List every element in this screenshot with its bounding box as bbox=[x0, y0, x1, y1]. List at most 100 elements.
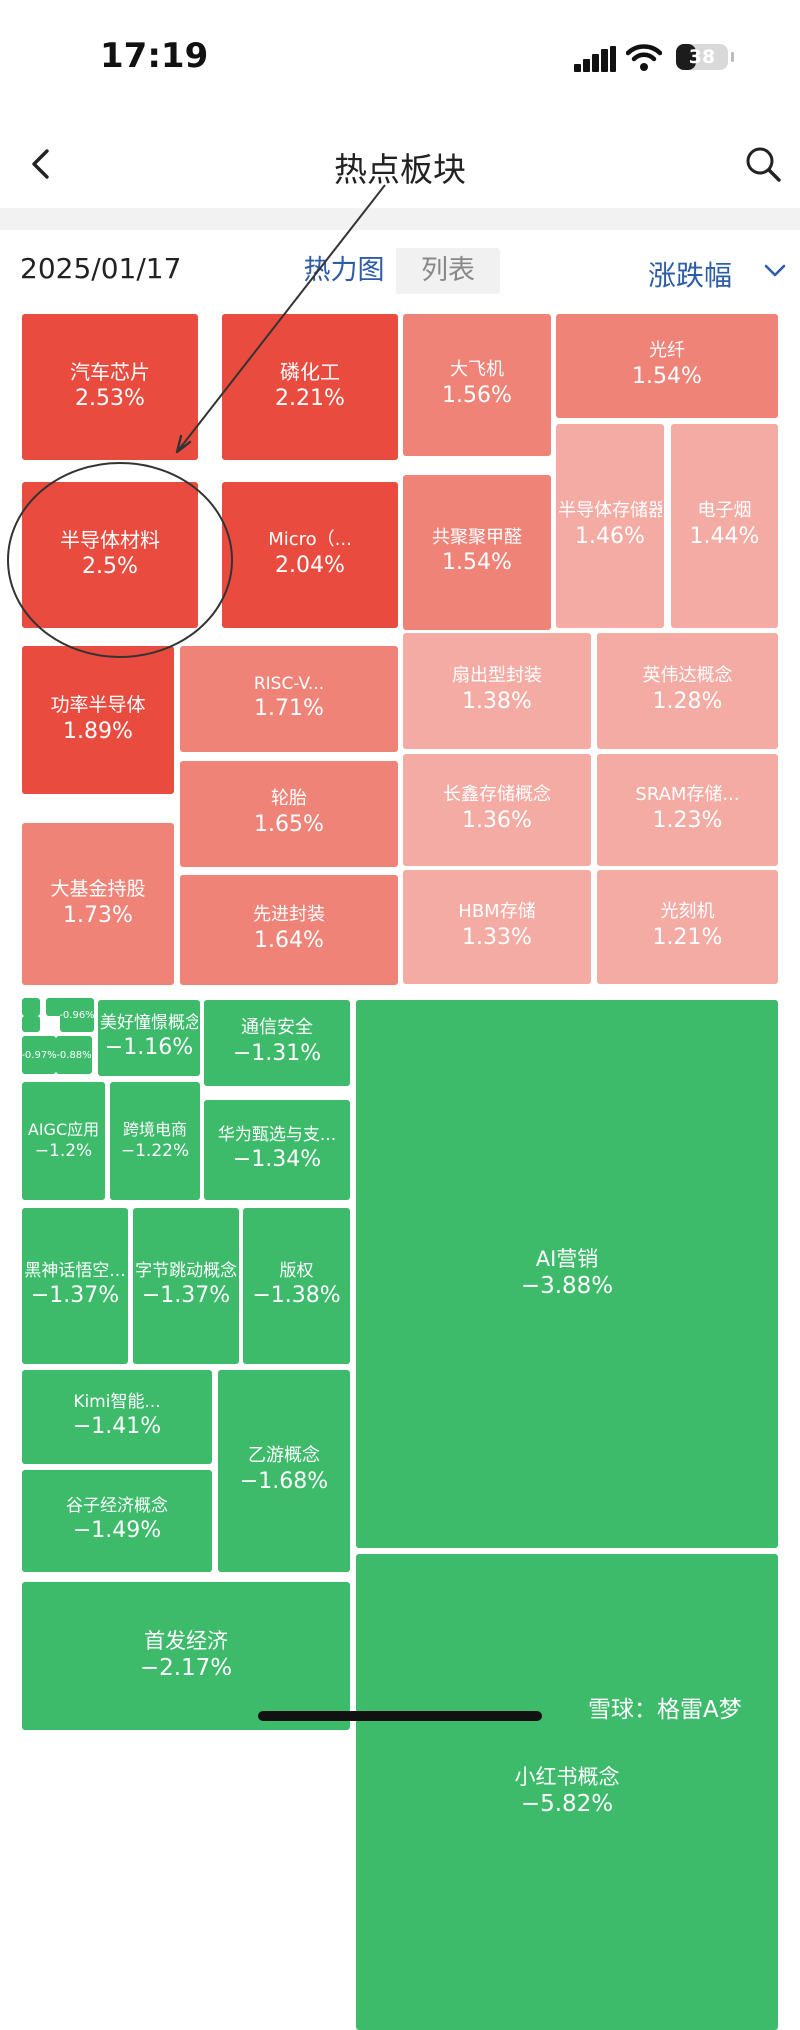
sector-tile[interactable]: 半导体材料 2.5% bbox=[22, 482, 198, 628]
sector-tile-minor[interactable] bbox=[22, 998, 40, 1016]
sector-change: −1.16% bbox=[104, 1035, 194, 1061]
sector-tile[interactable]: 小红书概念 −5.82% bbox=[356, 1554, 778, 2030]
sector-name: 轮胎 bbox=[271, 788, 307, 810]
sector-tile[interactable]: 光纤 1.54% bbox=[556, 314, 778, 418]
sector-name: HBM存储 bbox=[458, 901, 536, 923]
sector-tile[interactable]: 磷化工 2.21% bbox=[222, 314, 398, 460]
sector-name: 共聚聚甲醛 bbox=[432, 526, 522, 548]
sector-tile[interactable]: 共聚聚甲醛 1.54% bbox=[403, 475, 551, 630]
sector-tile[interactable]: -0.88% bbox=[56, 1036, 92, 1074]
search-icon[interactable] bbox=[744, 145, 782, 183]
sector-tile[interactable]: 首发经济 −2.17% bbox=[22, 1582, 350, 1730]
sector-change: 1.64% bbox=[254, 927, 324, 953]
heatmap-treemap: 汽车芯片 2.53% 磷化工 2.21% 半导体材料 2.5% Micro（... 2.04%… bbox=[0, 300, 800, 2030]
sector-tile[interactable]: 扇出型封装 1.38% bbox=[403, 633, 591, 749]
sector-tile-minor[interactable] bbox=[22, 1016, 40, 1032]
sector-tile[interactable]: 英伟达概念 1.28% bbox=[597, 633, 778, 749]
sector-tile-minor[interactable] bbox=[46, 998, 64, 1016]
sector-change: -0.88% bbox=[56, 1049, 92, 1061]
sector-tile[interactable]: 字节跳动概念 −1.37% bbox=[133, 1208, 239, 1364]
tab-heatmap[interactable]: 热力图 bbox=[292, 248, 396, 294]
sector-name: 乙游概念 bbox=[248, 1445, 320, 1467]
sector-change: 1.71% bbox=[254, 696, 324, 722]
sector-name: 小红书概念 bbox=[514, 1764, 620, 1789]
sort-selector[interactable]: 涨跌幅 bbox=[648, 250, 788, 294]
sector-tile[interactable]: 美好憧憬概念 −1.16% bbox=[98, 1000, 200, 1076]
sector-name: 磷化工 bbox=[280, 360, 340, 385]
sector-tile[interactable]: 大基金持股 1.73% bbox=[22, 823, 174, 985]
sector-change: 1.54% bbox=[632, 363, 702, 389]
sector-change: 1.89% bbox=[63, 718, 133, 744]
sector-name: Micro（... bbox=[268, 529, 352, 551]
sector-name: SRAM存储... bbox=[635, 784, 740, 806]
sector-tile[interactable]: 谷子经济概念 −1.49% bbox=[22, 1470, 212, 1572]
divider-band bbox=[0, 208, 800, 230]
battery-fill bbox=[676, 44, 696, 70]
date-label: 2025/01/17 bbox=[20, 252, 182, 285]
view-toggle: 热力图 列表 bbox=[292, 248, 500, 294]
sector-change: −1.22% bbox=[120, 1140, 190, 1161]
sector-tile[interactable]: 跨境电商 −1.22% bbox=[110, 1082, 200, 1200]
sector-tile[interactable]: -0.97% bbox=[22, 1036, 56, 1074]
sector-name: 汽车芯片 bbox=[70, 360, 150, 385]
sector-tile[interactable]: 通信安全 −1.31% bbox=[204, 1000, 350, 1086]
cellular-signal-icon bbox=[574, 44, 616, 72]
sector-name: 光纤 bbox=[649, 340, 685, 362]
sector-tile[interactable]: 电子烟 1.44% bbox=[671, 424, 778, 628]
sector-name: 英伟达概念 bbox=[642, 665, 733, 687]
sector-tile[interactable]: 轮胎 1.65% bbox=[180, 761, 398, 867]
sector-tile[interactable]: AI营销 −3.88% bbox=[356, 1000, 778, 1548]
sector-tile[interactable]: 汽车芯片 2.53% bbox=[22, 314, 198, 460]
sector-change: 1.65% bbox=[254, 811, 324, 837]
sector-change: 1.73% bbox=[63, 902, 133, 928]
tab-list[interactable]: 列表 bbox=[421, 255, 475, 286]
sector-change: 2.04% bbox=[275, 552, 345, 578]
sector-change: 1.54% bbox=[442, 550, 512, 576]
sector-change: 2.21% bbox=[275, 386, 345, 412]
sector-change: −1.34% bbox=[232, 1147, 322, 1173]
sector-tile[interactable]: 乙游概念 −1.68% bbox=[218, 1370, 350, 1572]
sector-tile[interactable]: 版权 −1.38% bbox=[243, 1208, 350, 1364]
sector-change: −1.2% bbox=[34, 1140, 93, 1161]
sector-tile[interactable]: 光刻机 1.21% bbox=[597, 870, 778, 984]
sector-tile[interactable]: 先进封装 1.64% bbox=[180, 875, 398, 985]
toolbar: 2025/01/17 热力图 列表 涨跌幅 bbox=[0, 240, 800, 300]
sector-change: −3.88% bbox=[520, 1273, 614, 1300]
sector-change: −1.68% bbox=[239, 1468, 329, 1494]
nav-bar: 热点板块 bbox=[0, 125, 800, 205]
sector-name: 扇出型封装 bbox=[452, 665, 542, 687]
sector-tile[interactable]: Kimi智能... −1.41% bbox=[22, 1370, 212, 1464]
sector-tile[interactable]: 大飞机 1.56% bbox=[403, 314, 551, 456]
sector-name: 先进封装 bbox=[253, 904, 325, 926]
sector-tile[interactable]: 黑神话悟空... −1.37% bbox=[22, 1208, 128, 1364]
sector-change: −2.17% bbox=[139, 1655, 233, 1682]
sector-name: 版权 bbox=[279, 1261, 314, 1282]
sector-tile[interactable]: 半导体存储器 1.46% bbox=[556, 424, 664, 628]
sector-change: -0.96% bbox=[60, 1009, 94, 1021]
sector-tile[interactable]: Micro（... 2.04% bbox=[222, 482, 398, 628]
sector-tile[interactable]: SRAM存储... 1.23% bbox=[597, 754, 778, 866]
sector-name: 黑神话悟空... bbox=[24, 1261, 126, 1282]
sector-tile[interactable]: 华为甄选与支... −1.34% bbox=[204, 1100, 350, 1200]
sector-tile[interactable]: RISC-V... 1.71% bbox=[180, 646, 398, 752]
sector-name: 通信安全 bbox=[241, 1017, 313, 1039]
sector-change: 1.38% bbox=[462, 688, 532, 714]
sector-name: 谷子经济概念 bbox=[66, 1496, 168, 1517]
sector-change: 1.23% bbox=[652, 807, 723, 833]
sector-change: 1.36% bbox=[462, 807, 532, 833]
sector-name: 光刻机 bbox=[660, 901, 715, 923]
sector-tile[interactable]: HBM存储 1.33% bbox=[403, 870, 591, 984]
sector-change: −1.31% bbox=[232, 1040, 322, 1066]
sector-name: 半导体存储器 bbox=[558, 500, 662, 522]
wifi-icon bbox=[626, 44, 662, 71]
back-icon[interactable] bbox=[24, 147, 58, 181]
sector-name: AIGC应用 bbox=[27, 1119, 100, 1139]
sector-tile[interactable]: 功率半导体 1.89% bbox=[22, 646, 174, 794]
sector-change: 1.46% bbox=[575, 523, 645, 549]
sector-tile[interactable]: AIGC应用 −1.2% bbox=[22, 1082, 105, 1200]
sector-change: 2.53% bbox=[75, 386, 145, 412]
sector-change: −1.49% bbox=[72, 1518, 162, 1544]
sector-tile[interactable]: 长鑫存储概念 1.36% bbox=[403, 754, 591, 866]
sector-tile[interactable]: -0.96% bbox=[60, 998, 94, 1032]
sector-change: 1.44% bbox=[689, 523, 760, 549]
